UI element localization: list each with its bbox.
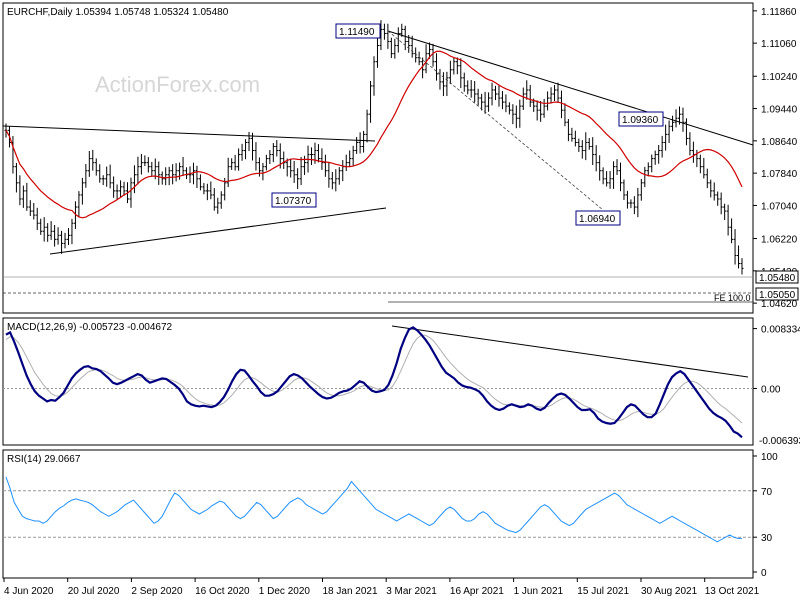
time-tick-label: 4 Jun 2020 — [4, 586, 54, 597]
macd-last-label: -0.006393 — [759, 436, 800, 447]
price-panel-frame — [2, 2, 754, 314]
rsi-y-tick-label: 70 — [761, 487, 773, 498]
rsi-level-lines — [3, 490, 753, 538]
annotation-high: 1.11490 — [339, 27, 375, 38]
annotation-dec-low: 1.07370 — [275, 196, 312, 207]
fe-price-tag — [755, 287, 799, 301]
annotation-box-high — [335, 23, 381, 39]
annotation-jul-low: 1.06940 — [579, 214, 616, 225]
fe-price-value: 1.05050 — [759, 290, 796, 301]
time-tick-label: 16 Apr 2021 — [450, 586, 504, 597]
time-tick-label: 15 Jul 2021 — [577, 586, 629, 597]
macd-y-tick-label: 0.008334 — [761, 325, 800, 336]
rsi-y-axis: 100 70 30 0 — [753, 452, 778, 579]
rsi-panel-frame — [2, 449, 754, 579]
last-price-value: 1.05480 — [759, 273, 796, 284]
price-y-tick-label: 1.07840 — [761, 169, 798, 180]
time-tick-label: 1 Dec 2020 — [259, 586, 311, 597]
moving-average-line — [5, 50, 743, 219]
time-tick-label: 2 Sep 2020 — [131, 586, 183, 597]
price-y-tick-label: 1.08640 — [761, 137, 798, 148]
price-y-tick-label: 1.11060 — [761, 39, 797, 50]
macd-panel: MACD(12,26,9) -0.005723 -0.004672 0.0083… — [2, 317, 800, 447]
macd-y-axis: 0.008334 0.00 — [753, 325, 800, 395]
annotation-box-dec — [271, 192, 317, 208]
price-candles — [4, 20, 744, 275]
rsi-title: RSI(14) 29.0667 — [7, 454, 81, 465]
time-tick-label: 16 Oct 2020 — [195, 586, 250, 597]
macd-title: MACD(12,26,9) -0.005723 -0.004672 — [7, 322, 173, 333]
macd-panel-frame — [2, 317, 754, 446]
trendline-lower — [49, 207, 387, 255]
price-y-tick-label: 1.07040 — [761, 201, 798, 212]
dashed-projection — [387, 30, 604, 211]
rsi-line — [5, 476, 742, 543]
fe-label: FE 100.0 — [714, 293, 751, 303]
price-panel: ActionForex.com EURCHF,Daily 1.05394 1.0… — [2, 2, 799, 314]
trendline-down — [387, 30, 754, 146]
time-tick-label: 18 Jan 2021 — [323, 586, 378, 597]
trendline-upper — [2, 125, 376, 142]
price-y-axis: 1.11860 1.11060 1.10240 1.09440 1.08640 1.078… — [753, 7, 798, 310]
price-title: EURCHF,Daily 1.05394 1.05748 1.05324 1.0… — [7, 7, 229, 18]
time-tick-label: 1 Jun 2021 — [514, 586, 564, 597]
price-y-tick-label: 1.04620 — [761, 299, 798, 310]
annotation-sep-high: 1.09360 — [622, 115, 659, 126]
watermark: ActionForex.com — [95, 72, 260, 97]
rsi-panel: RSI(14) 29.0667 100 70 30 0 — [2, 449, 778, 579]
time-tick-label: 20 Jul 2020 — [68, 586, 120, 597]
macd-main-line — [5, 326, 743, 439]
time-tick-label: 13 Oct 2021 — [705, 586, 760, 597]
time-axis: 4 Jun 2020 20 Jul 2020 2 Sep 2020 16 Oct 20… — [3, 578, 760, 597]
macd-trendline — [391, 325, 749, 378]
annotation-box-sep — [618, 111, 664, 127]
time-tick-label: 3 Mar 2021 — [386, 586, 437, 597]
macd-y-tick-label: 0.00 — [761, 384, 781, 395]
price-y-tick-label: 1.10240 — [761, 72, 798, 83]
price-y-tick-label: 1.09440 — [761, 105, 798, 116]
rsi-y-tick-label: 100 — [761, 452, 778, 463]
price-y-tick-label: 1.11860 — [761, 7, 797, 18]
last-price-tag — [755, 270, 799, 284]
price-y-tick-label: 1.06220 — [761, 235, 798, 246]
annotation-box-jul — [575, 210, 621, 226]
rsi-y-tick-label: 30 — [761, 533, 773, 544]
rsi-y-tick-label: 0 — [761, 568, 767, 579]
time-tick-label: 30 Aug 2021 — [641, 586, 698, 597]
